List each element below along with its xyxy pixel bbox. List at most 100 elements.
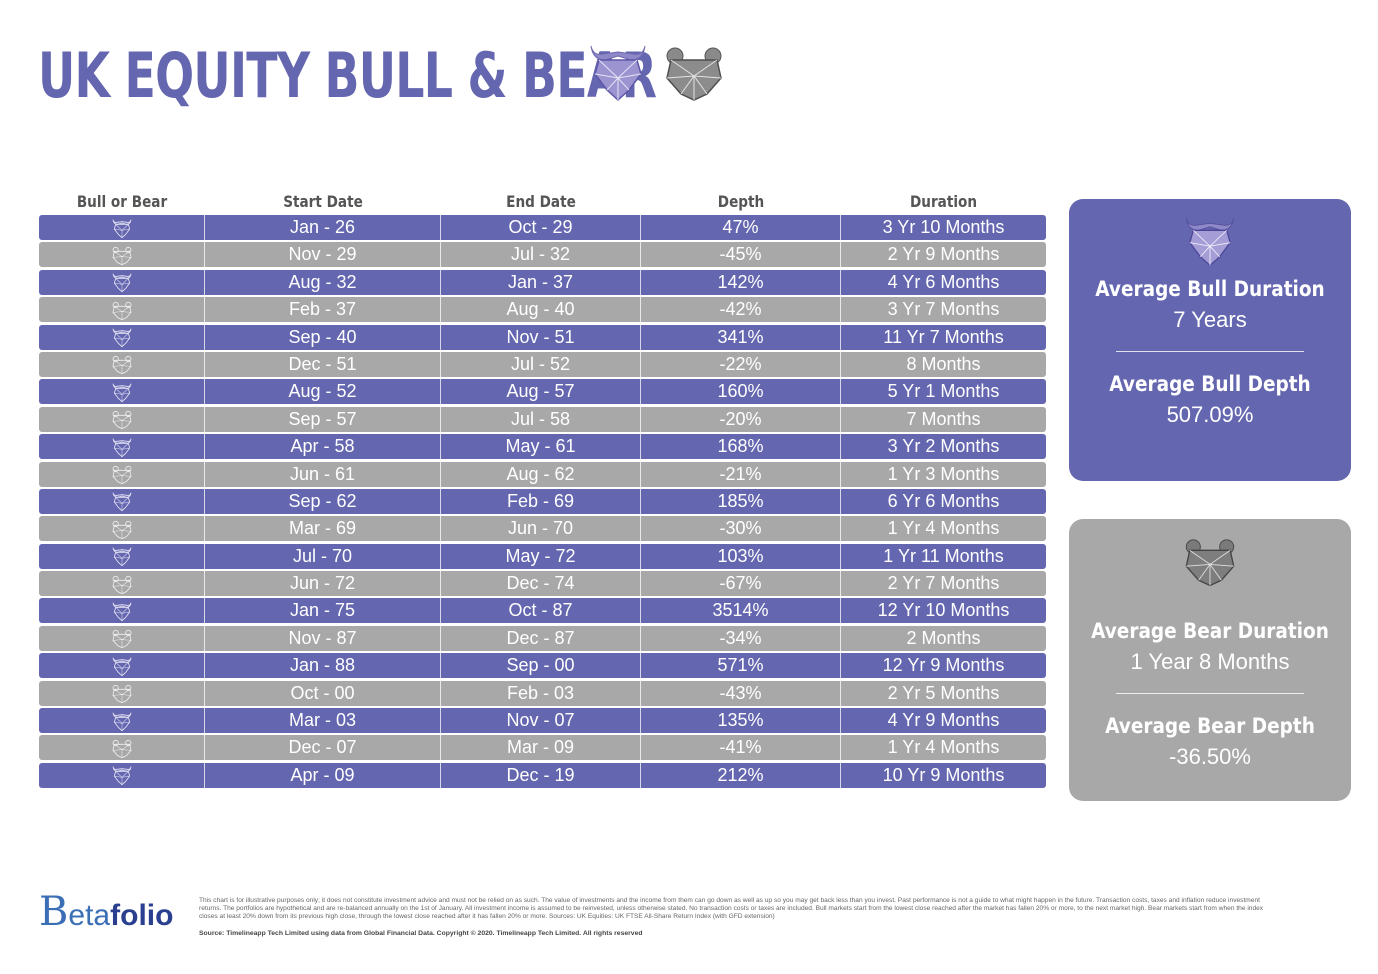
table-row: Aug - 32 Jan - 37 142% 4 Yr 6 Months — [39, 269, 1046, 295]
bear-summary-panel: Average Bear Duration 1 Year 8 Months Av… — [1069, 519, 1351, 801]
depth-cell: 3514% — [641, 598, 841, 624]
depth-cell: -20% — [641, 406, 841, 432]
bear-icon — [112, 685, 131, 704]
avg-bull-duration-value: 7 Years — [1173, 307, 1247, 332]
bull-icon — [112, 438, 131, 457]
type-cell — [39, 379, 205, 405]
avg-bear-duration-label: Average Bear Duration — [1091, 619, 1329, 643]
start-date-cell: Jan - 75 — [205, 598, 441, 624]
bear-icon — [112, 301, 131, 320]
table-header: Bull or Bear Start Date End Date Depth D… — [39, 188, 1046, 215]
depth-cell: -43% — [641, 680, 841, 706]
bear-icon — [112, 630, 131, 649]
start-date-cell: Aug - 52 — [205, 379, 441, 405]
table-row: Oct - 00 Feb - 03 -43% 2 Yr 5 Months — [39, 680, 1046, 706]
table-row: Jan - 88 Sep - 00 571% 12 Yr 9 Months — [39, 653, 1046, 679]
depth-cell: 185% — [641, 488, 841, 514]
bull-icon — [112, 657, 131, 676]
bear-icon — [666, 47, 722, 101]
duration-cell: 1 Yr 11 Months — [883, 545, 1004, 566]
depth-cell: -21% — [641, 461, 841, 487]
disclaimer-text: This chart is for illustrative purposes … — [199, 897, 1264, 921]
type-cell — [39, 434, 205, 460]
header-bull-or-bear: Bull or Bear — [76, 192, 168, 211]
type-cell — [39, 598, 205, 624]
duration-cell: 3 Yr 10 Months — [882, 217, 1005, 237]
divider — [1116, 693, 1304, 694]
table-row: Dec - 51 Jul - 52 -22% 8 Months — [39, 351, 1046, 377]
table-row: Nov - 29 Jul - 32 -45% 2 Yr 9 Months — [39, 242, 1046, 268]
end-date-cell: Nov - 07 — [441, 708, 641, 734]
divider — [1116, 351, 1304, 352]
start-date-cell: Jul - 70 — [205, 543, 441, 569]
type-cell — [39, 735, 205, 761]
type-cell — [39, 215, 205, 240]
title-icons — [585, 38, 727, 104]
start-date-cell: Apr - 58 — [205, 434, 441, 460]
duration-cell: 11 Yr 7 Months — [883, 326, 1004, 347]
bull-icon — [590, 45, 646, 102]
logo-b: B — [39, 889, 69, 935]
duration-cell: 12 Yr 9 Months — [882, 655, 1005, 676]
depth-cell: -42% — [641, 297, 841, 323]
end-date-cell: Jul - 52 — [441, 351, 641, 377]
table-body: Jan - 26 Oct - 29 47% 3 Yr 10 Months Nov - 2… — [39, 215, 1046, 788]
start-date-cell: Jan - 88 — [205, 653, 441, 679]
duration-cell: 3 Yr 2 Months — [887, 436, 1000, 457]
bull-icon — [112, 219, 131, 238]
start-date-cell: Jun - 61 — [205, 461, 441, 487]
bull-icon — [112, 492, 131, 512]
end-date-cell: Mar - 09 — [441, 735, 641, 761]
depth-cell: 135% — [641, 708, 841, 734]
start-date-cell: Mar - 03 — [205, 708, 441, 734]
duration-cell: 12 Yr 10 Months — [877, 600, 1010, 621]
end-date-cell: May - 72 — [441, 543, 641, 569]
depth-cell: -34% — [641, 625, 841, 651]
table-row: Apr - 58 May - 61 168% 3 Yr 2 Months — [39, 434, 1046, 460]
table-row: Apr - 09 Dec - 19 212% 10 Yr 9 Months — [39, 762, 1046, 788]
end-date-cell: Aug - 62 — [441, 461, 641, 487]
end-date-cell: Oct - 29 — [441, 215, 641, 240]
depth-cell: -30% — [641, 516, 841, 542]
bull-icon — [112, 766, 131, 786]
start-date-cell: Aug - 32 — [205, 269, 441, 295]
table-row: Dec - 07 Mar - 09 -41% 1 Yr 4 Months — [39, 735, 1046, 761]
table-row: Jan - 26 Oct - 29 47% 3 Yr 10 Months — [39, 215, 1046, 240]
duration-cell: 10 Yr 9 Months — [882, 764, 1005, 785]
header: UK EQUITY BULL & BEAR — [38, 36, 873, 116]
bull-icon — [112, 712, 131, 731]
duration-cell: 6 Yr 6 Months — [887, 490, 1000, 511]
bear-icon — [112, 246, 131, 266]
end-date-cell: Jun - 70 — [441, 516, 641, 542]
type-cell — [39, 488, 205, 514]
table-row: Mar - 03 Nov - 07 135% 4 Yr 9 Months — [39, 708, 1046, 734]
bear-icon — [112, 411, 131, 430]
type-cell — [39, 762, 205, 788]
type-cell — [39, 516, 205, 542]
depth-cell: 103% — [641, 543, 841, 569]
end-date-cell: Oct - 87 — [441, 598, 641, 624]
depth-cell: -67% — [641, 571, 841, 597]
end-date-cell: Sep - 00 — [441, 653, 641, 679]
duration-cell: 2 Yr 5 Months — [887, 682, 1000, 703]
start-date-cell: Jan - 26 — [205, 215, 441, 240]
bear-icon — [112, 575, 131, 594]
depth-cell: -22% — [641, 351, 841, 377]
avg-bear-duration-value: 1 Year 8 Months — [1130, 649, 1290, 674]
end-date-cell: Aug - 40 — [441, 297, 641, 323]
depth-cell: -45% — [641, 242, 841, 268]
table-row: Feb - 37 Aug - 40 -42% 3 Yr 7 Months — [39, 297, 1046, 323]
start-date-cell: Jun - 72 — [205, 571, 441, 597]
type-cell — [39, 571, 205, 597]
type-cell — [39, 297, 205, 323]
table-row: Nov - 87 Dec - 87 -34% 2 Months — [39, 625, 1046, 651]
type-cell — [39, 406, 205, 432]
bear-icon — [1185, 539, 1235, 587]
end-date-cell: Nov - 51 — [441, 324, 641, 350]
end-date-cell: Feb - 03 — [441, 680, 641, 706]
type-cell — [39, 625, 205, 651]
depth-cell: -41% — [641, 735, 841, 761]
bear-icon — [112, 739, 131, 759]
type-cell — [39, 324, 205, 350]
start-date-cell: Sep - 62 — [205, 488, 441, 514]
